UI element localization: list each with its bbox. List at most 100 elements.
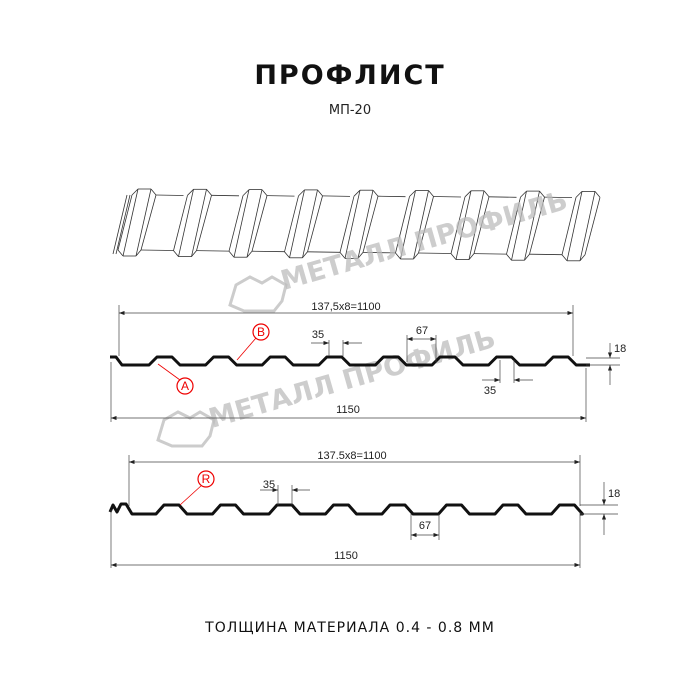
marker-a — [176, 377, 194, 395]
sheet-edge — [173, 250, 179, 257]
total-width-label: 1150 — [334, 550, 358, 562]
marker-r-label: R — [202, 472, 211, 486]
sheet-edge — [284, 195, 299, 252]
sheet-edge — [112, 194, 128, 255]
sheet-edge — [228, 250, 235, 258]
marker-b — [252, 323, 270, 341]
sheet-edge — [117, 249, 124, 257]
sheet-edge — [529, 196, 545, 255]
profile-b: 137.5x8=1100 1150 35 67 18 R — [108, 450, 620, 568]
sheet-edge — [413, 190, 429, 260]
sheet-edge — [246, 189, 263, 258]
sheet-edge — [302, 189, 318, 258]
sheet-edge — [450, 196, 466, 254]
height-label: 18 — [614, 343, 626, 355]
sheet-edge — [524, 253, 530, 261]
sheet-edge — [488, 196, 517, 198]
sheet-edge — [344, 190, 361, 259]
sheet-edge — [584, 197, 601, 255]
watermark-text: МЕТАЛЛ ПРОФИЛЬ — [277, 185, 571, 297]
sheet-edge — [191, 189, 207, 257]
marker-b-label: B — [257, 325, 265, 339]
sheet-edge — [206, 189, 212, 196]
sheet-edge — [566, 191, 583, 261]
sheet-edge — [284, 251, 290, 259]
sheet-edge — [211, 194, 240, 197]
sheet-edge — [150, 188, 157, 196]
sheet-edge — [307, 251, 341, 253]
valley-label: 67 — [419, 520, 431, 532]
sheet-edge — [395, 252, 401, 260]
sheet-edge — [372, 189, 379, 197]
sheet-edge — [511, 191, 527, 261]
rib-top-label: 35 — [263, 479, 275, 491]
sheet-edge — [395, 196, 410, 254]
profile-a: 137,5x8=1100 1150 35 67 35 18 A B — [110, 301, 626, 422]
sheet-edge — [362, 196, 379, 253]
model-subtitle: МП-20 — [328, 103, 372, 118]
sheet-edge — [539, 190, 545, 198]
sheet-edge — [561, 197, 577, 255]
sheet-edge — [173, 195, 188, 251]
page-title: ПРОФЛИСТ — [254, 60, 446, 91]
sheet-edge — [302, 251, 308, 259]
sheet-edge — [298, 189, 305, 197]
sheet-edge — [483, 190, 490, 198]
marker-a-label: A — [181, 379, 189, 393]
sheet-edge — [339, 252, 346, 259]
sheet-edge — [357, 190, 374, 259]
sheet-edge — [140, 249, 174, 251]
sheet-edge — [251, 250, 285, 253]
sheet-edge — [135, 188, 152, 257]
sheet-edge — [131, 188, 139, 196]
watermark-logo: МЕТАЛЛ ПРОФИЛЬ — [156, 323, 499, 448]
sheet-edge — [450, 253, 457, 260]
sheet-edge — [520, 190, 527, 198]
sheet-edge — [228, 195, 244, 252]
sheet-edge — [473, 196, 490, 254]
sheet-edge — [317, 189, 323, 197]
sheet-edge — [544, 196, 573, 198]
sheet-edge — [289, 189, 305, 258]
rib-bottom-label: 35 — [484, 385, 496, 397]
marker-r — [197, 470, 215, 488]
sheet-edge — [357, 252, 364, 259]
sheet-edge — [307, 195, 323, 252]
sheet-edge — [135, 249, 142, 257]
sheet-edge — [418, 252, 452, 254]
sheet-edge — [428, 190, 434, 197]
sheet-edge — [191, 250, 197, 257]
total-width-label: 1150 — [336, 404, 360, 416]
sheet-edge — [115, 194, 131, 255]
sheet-edge — [468, 253, 475, 260]
sheet-edge — [473, 253, 507, 255]
sheet-edge — [251, 195, 268, 252]
sheet-edge — [455, 190, 472, 260]
material-thickness-note: ТОЛЩИНА МАТЕРИАЛА 0.4 - 0.8 ММ — [205, 620, 495, 636]
watermark-logo: МЕТАЛЛ ПРОФИЛЬ — [228, 185, 571, 313]
sheet-edge — [196, 250, 230, 252]
sheet-edge — [362, 252, 396, 254]
sheet-edge — [409, 190, 416, 197]
sheet-edge — [413, 252, 419, 260]
sheet-edge — [524, 191, 540, 261]
sheet-edge — [433, 196, 462, 198]
profile-b-line — [108, 502, 584, 516]
sheet-edge — [266, 195, 295, 197]
sheet-edge — [246, 250, 253, 258]
valley-label: 67 — [416, 325, 428, 337]
sheet-edge — [400, 190, 416, 260]
sheet-3d-view — [112, 188, 601, 262]
sheet-edge — [561, 254, 568, 262]
sheet-edge — [506, 253, 512, 261]
sheet-edge — [242, 189, 250, 196]
sheet-edge — [377, 195, 406, 198]
sheet-edge — [155, 194, 184, 196]
span-label: 137.5x8=1100 — [317, 450, 386, 462]
profile-a-line — [110, 355, 590, 367]
sheet-edge — [579, 254, 586, 262]
sheet-edge — [575, 191, 583, 198]
rib-top-label: 35 — [312, 329, 324, 341]
height-label: 18 — [608, 488, 620, 500]
sheet-edge — [117, 194, 133, 251]
